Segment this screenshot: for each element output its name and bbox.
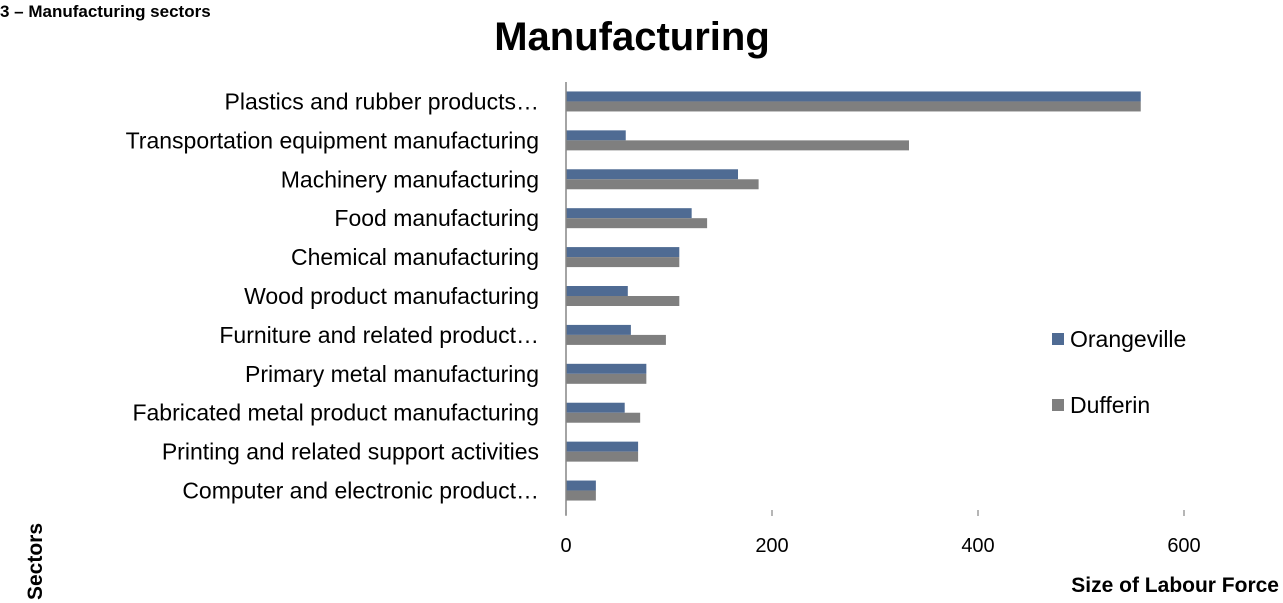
category-label: Transportation equipment manufacturing xyxy=(126,127,539,153)
bar-dufferin-2 xyxy=(566,179,759,190)
legend: Orangeville Dufferin xyxy=(1052,326,1186,418)
bar-orangeville-2 xyxy=(566,169,739,180)
legend-label-dufferin: Dufferin xyxy=(1070,392,1150,418)
x-axis-ticks: 0 200 400 600 xyxy=(560,510,1201,557)
category-label: Wood product manufacturing xyxy=(244,283,539,309)
x-axis-title: Size of Labour Force xyxy=(1071,574,1279,597)
bar-dufferin-9 xyxy=(566,451,639,462)
tick-label: 400 xyxy=(961,535,994,557)
bar-dufferin-1 xyxy=(566,140,909,151)
category-label: Chemical manufacturing xyxy=(291,244,539,270)
category-label: Machinery manufacturing xyxy=(281,166,539,192)
bar-dufferin-0 xyxy=(566,101,1141,112)
category-label: Primary metal manufacturing xyxy=(245,361,539,387)
bar-dufferin-10 xyxy=(566,490,596,501)
bar-dufferin-8 xyxy=(566,412,641,423)
bar-orangeville-5 xyxy=(566,286,628,296)
category-label: Plastics and rubber products… xyxy=(225,88,540,114)
bar-orangeville-7 xyxy=(566,363,647,374)
y-axis-title: Sectors xyxy=(24,523,47,600)
bar-orangeville-9 xyxy=(566,441,639,452)
legend-swatch-orangeville xyxy=(1052,333,1064,345)
bar-dufferin-6 xyxy=(566,334,666,345)
bar-orangeville-4 xyxy=(566,247,680,258)
bars-group xyxy=(566,91,1141,501)
legend-swatch-dufferin xyxy=(1052,399,1064,411)
bar-orangeville-3 xyxy=(566,208,692,219)
bar-orangeville-6 xyxy=(566,324,631,335)
category-label: Computer and electronic product… xyxy=(182,478,539,504)
bar-orangeville-8 xyxy=(566,402,625,413)
category-label: Food manufacturing xyxy=(334,205,539,231)
category-label: Furniture and related product… xyxy=(219,322,539,348)
bar-dufferin-5 xyxy=(566,296,680,306)
category-label: Fabricated metal product manufacturing xyxy=(132,400,539,426)
chart-title: Manufacturing xyxy=(494,15,770,59)
tick-label: 200 xyxy=(755,535,788,557)
bar-dufferin-3 xyxy=(566,218,708,229)
bar-dufferin-4 xyxy=(566,257,680,268)
bar-orangeville-0 xyxy=(566,91,1141,102)
figure-caption: 3 – Manufacturing sectors xyxy=(0,2,211,21)
tick-label: 600 xyxy=(1167,535,1200,557)
bar-orangeville-10 xyxy=(566,480,596,491)
bar-orangeville-1 xyxy=(566,130,626,141)
bar-dufferin-7 xyxy=(566,373,647,384)
tick-label: 0 xyxy=(560,535,571,557)
category-label: Printing and related support activities xyxy=(162,439,539,465)
legend-label-orangeville: Orangeville xyxy=(1070,326,1186,352)
category-labels: Plastics and rubber products… Transportat… xyxy=(126,88,539,503)
